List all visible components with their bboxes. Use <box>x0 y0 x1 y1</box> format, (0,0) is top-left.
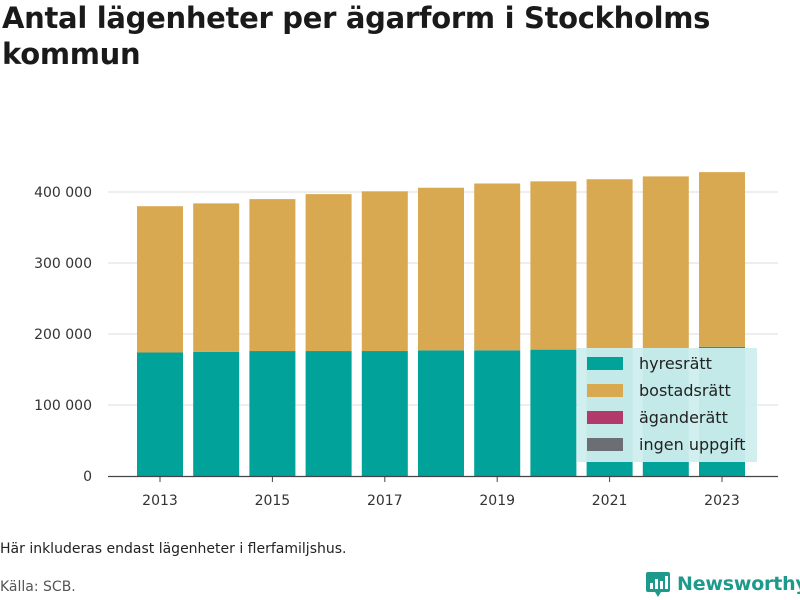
brand-logo[interactable]: Newsworthy <box>645 570 800 598</box>
x-tick-label: 2013 <box>142 493 178 509</box>
bar-hyresratt-2016[interactable] <box>305 351 352 476</box>
bar-bostadsratt-2018[interactable] <box>418 187 464 351</box>
y-tick-label: 300 000 <box>34 256 92 272</box>
legend-label-ingen_uppgift: ingen uppgift <box>639 435 746 454</box>
bar-bostadsratt-2015[interactable] <box>249 199 296 352</box>
legend: hyresrätt bostadsrätt äganderätt ingen uppg… <box>577 348 757 462</box>
bar-bostadsratt-2022[interactable] <box>642 176 689 349</box>
bar-bostadsratt-2021[interactable] <box>586 179 633 350</box>
x-tick-label: 2023 <box>704 493 740 509</box>
bar-hyresratt-2014[interactable] <box>193 351 240 476</box>
axes: 0 100 000 200 000 300 000 400 000 2013 2015 201… <box>34 185 778 509</box>
bar-bostadsratt-2016[interactable] <box>305 194 352 352</box>
y-tick-label: 0 <box>83 469 92 485</box>
legend-swatch-aganderatt <box>587 411 623 424</box>
x-tick-label: 2017 <box>367 493 403 509</box>
legend-label-aganderatt: äganderätt <box>639 408 728 427</box>
bar-hyresratt-2015[interactable] <box>249 351 296 476</box>
legend-label-hyresratt: hyresrätt <box>639 354 712 373</box>
x-tick-label: 2019 <box>479 493 515 509</box>
bar-bostadsratt-2023[interactable] <box>699 172 745 347</box>
x-tick-label: 2021 <box>592 493 628 509</box>
chart-note: Här inkluderas endast lägenheter i flerf… <box>0 541 347 557</box>
bar-bostadsratt-2020[interactable] <box>530 181 577 350</box>
bar-bostadsratt-2017[interactable] <box>361 191 408 352</box>
y-tick-label: 400 000 <box>34 185 92 201</box>
source-note: Källa: SCB. <box>0 579 76 595</box>
legend-swatch-hyresratt <box>587 357 623 370</box>
chart-title: Antal lägenheter per ägarform i Stockhol… <box>2 1 711 71</box>
legend-label-bostadsratt: bostadsrätt <box>639 381 731 400</box>
bar-bostadsratt-2019[interactable] <box>474 183 521 351</box>
brand-name: Newsworthy <box>677 573 800 595</box>
x-tick-label: 2015 <box>255 493 291 509</box>
y-tick-label: 200 000 <box>34 327 92 343</box>
y-tick-label: 100 000 <box>34 398 92 414</box>
legend-swatch-ingen_uppgift <box>587 438 623 451</box>
newsworthy-logo-icon <box>646 572 670 597</box>
bar-bostadsratt-2013[interactable] <box>137 206 183 353</box>
bar-hyresratt-2019[interactable] <box>474 350 521 476</box>
bar-bostadsratt-2014[interactable] <box>193 203 240 352</box>
bar-hyresratt-2018[interactable] <box>418 350 464 476</box>
bar-hyresratt-2013[interactable] <box>137 352 183 476</box>
bar-hyresratt-2017[interactable] <box>361 351 408 476</box>
bar-hyresratt-2020[interactable] <box>530 349 577 476</box>
legend-swatch-bostadsratt <box>587 384 623 397</box>
